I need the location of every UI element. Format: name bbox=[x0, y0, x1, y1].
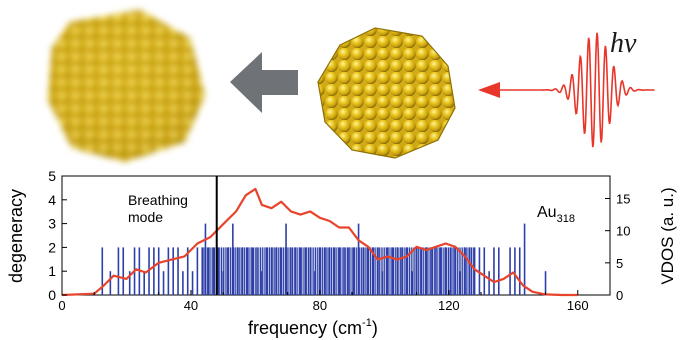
x-axis-label-sup: -1 bbox=[362, 317, 372, 329]
compound-sub: 318 bbox=[557, 213, 575, 225]
right-tick-label: 15 bbox=[616, 192, 630, 207]
x-tick-label: 120 bbox=[438, 298, 460, 313]
photon-label: hv bbox=[610, 28, 637, 59]
right-y-axis-label: VDOS (a. u.) bbox=[658, 187, 677, 284]
degeneracy-bars bbox=[101, 223, 547, 295]
nanocluster-icon bbox=[317, 27, 456, 159]
left-tick-label: 0 bbox=[48, 287, 56, 303]
left-tick-label: 1 bbox=[48, 263, 56, 279]
left-y-axis-label: degeneracy bbox=[6, 189, 26, 283]
right-tick-label: 0 bbox=[616, 288, 623, 303]
x-tick-label: 40 bbox=[184, 298, 198, 313]
vdos-line bbox=[61, 187, 578, 297]
left-tick-label: 2 bbox=[48, 239, 56, 255]
left-axis-ticks: 0 1 2 3 4 5 bbox=[48, 168, 67, 303]
right-tick-label: 5 bbox=[616, 256, 623, 271]
breathing-mode-label-line2: mode bbox=[128, 209, 163, 225]
x-axis-label-main: frequency (cm bbox=[248, 318, 362, 338]
vdos-chart: 0 40 80 120 160 0 1 2 3 4 5 0 5 10 15 Breathing mode… bbox=[6, 168, 677, 338]
x-axis-label: frequency (cm-1) bbox=[248, 317, 378, 338]
x-tick-label: 160 bbox=[567, 298, 589, 313]
left-tick-label: 3 bbox=[48, 216, 56, 232]
compound-label: Au318 bbox=[537, 204, 575, 225]
illustration: hv bbox=[48, 10, 655, 162]
blurred-cluster-icon bbox=[48, 10, 205, 162]
plot-frame bbox=[61, 175, 611, 296]
pulse-wave bbox=[540, 32, 655, 148]
red-arrow-icon bbox=[478, 82, 500, 98]
x-tick-label: 80 bbox=[313, 298, 327, 313]
gray-arrow-icon bbox=[230, 52, 298, 113]
light-pulse bbox=[478, 32, 655, 148]
x-axis-label-end: ) bbox=[372, 318, 378, 338]
right-axis-ticks: 0 5 10 15 bbox=[605, 192, 630, 303]
right-tick-label: 10 bbox=[616, 224, 630, 239]
x-tick-label: 0 bbox=[58, 298, 65, 313]
compound-base: Au bbox=[537, 204, 557, 221]
x-axis-ticks: 0 40 80 120 160 bbox=[58, 290, 589, 313]
left-tick-label: 5 bbox=[48, 168, 56, 184]
breathing-mode-label-line1: Breathing bbox=[128, 192, 188, 208]
left-tick-label: 4 bbox=[48, 192, 56, 208]
